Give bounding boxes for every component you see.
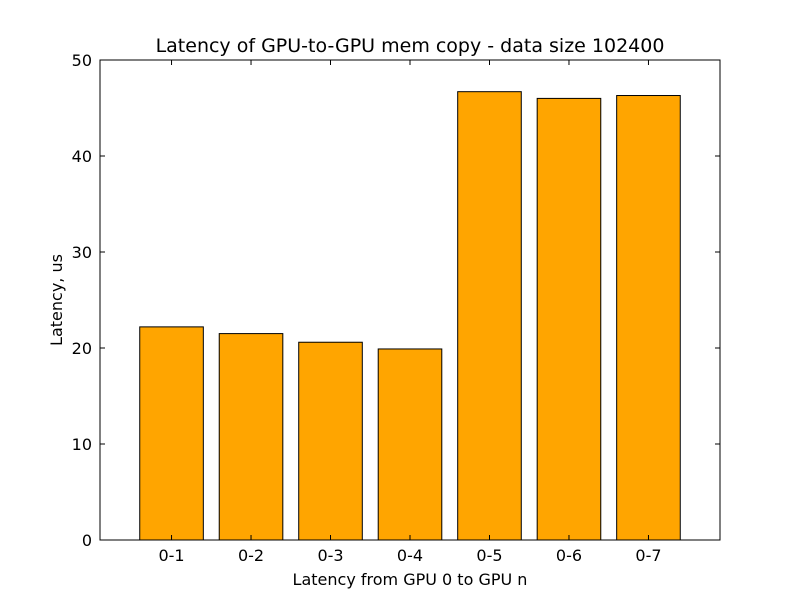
x-tick-label: 0-5	[476, 546, 502, 565]
y-tick-label: 50	[72, 51, 92, 70]
chart-title: Latency of GPU-to-GPU mem copy - data si…	[156, 35, 665, 57]
bar-0-5	[457, 91, 522, 541]
x-tick-label: 0-6	[556, 546, 582, 565]
x-tick-label: 0-1	[158, 546, 184, 565]
y-axis-label: Latency, us	[47, 254, 66, 346]
y-tick-label: 10	[72, 435, 92, 454]
y-tick-label: 0	[82, 531, 92, 550]
x-axis-label: Latency from GPU 0 to GPU n	[293, 570, 528, 589]
x-axis-ticks: 0-1 0-2 0-3 0-4 0-5 0-6 0-7	[158, 60, 662, 565]
y-axis-ticks: 0 10 20 30 40 50	[72, 51, 720, 550]
bar-0-1	[139, 326, 204, 541]
y-tick-label: 40	[72, 147, 92, 166]
bar-0-7	[616, 95, 681, 541]
bar-0-4	[377, 348, 443, 541]
y-tick-label: 20	[72, 339, 92, 358]
x-tick-label: 0-2	[238, 546, 264, 565]
bar-0-2	[218, 333, 284, 541]
bar-0-6	[536, 97, 602, 541]
x-tick-label: 0-4	[397, 546, 423, 565]
x-tick-label: 0-3	[317, 546, 343, 565]
bars-group	[139, 91, 681, 541]
y-tick-label: 30	[72, 243, 92, 262]
bar-0-3	[298, 341, 363, 541]
x-tick-label: 0-7	[635, 546, 661, 565]
